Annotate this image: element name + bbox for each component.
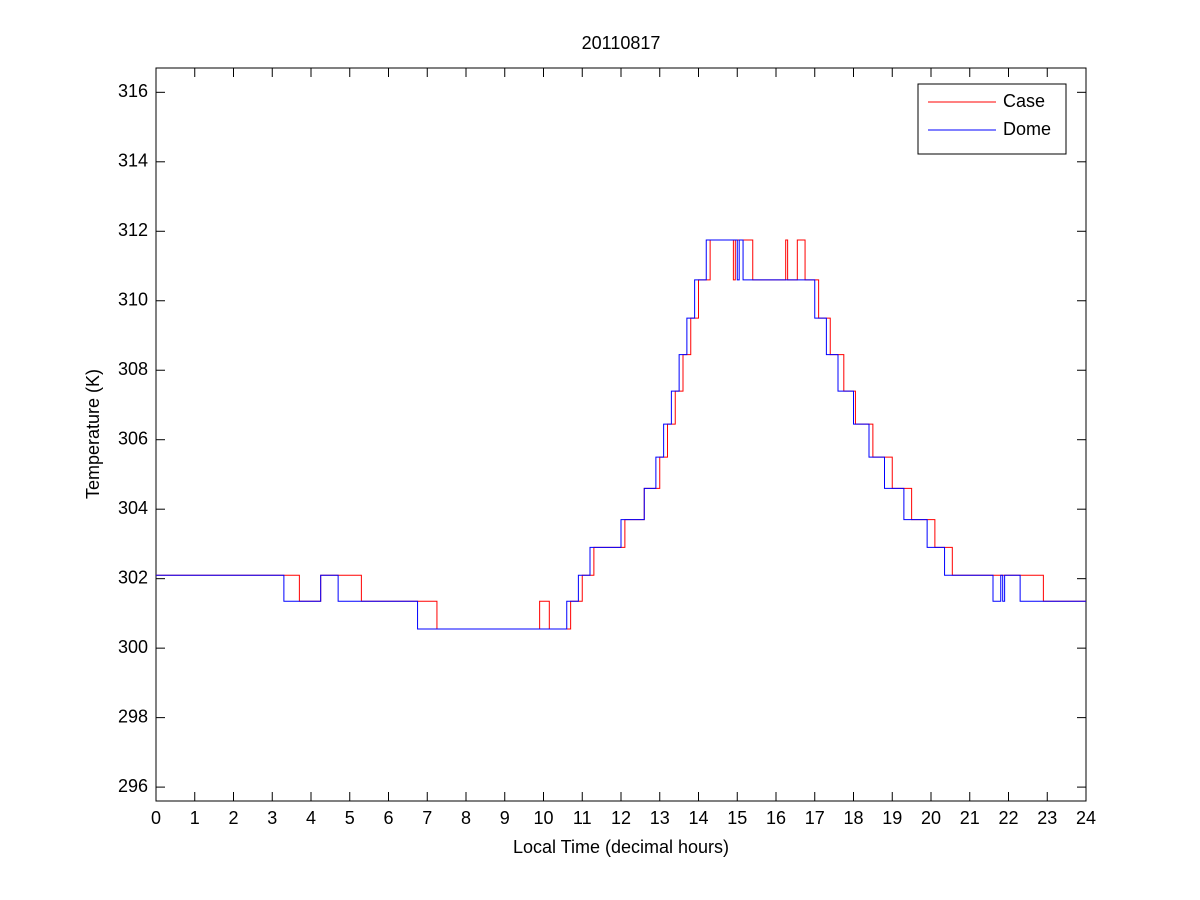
series-line <box>156 239 1086 630</box>
x-tick-label: 13 <box>650 808 670 828</box>
x-tick-label: 20 <box>921 808 941 828</box>
x-tick-label: 2 <box>228 808 238 828</box>
x-tick-label: 7 <box>422 808 432 828</box>
y-tick-label: 300 <box>118 637 148 657</box>
chart-title: 20110817 <box>582 33 661 53</box>
y-axis-label: Temperature (K) <box>83 369 103 499</box>
x-tick-label: 19 <box>882 808 902 828</box>
x-axis-label: Local Time (decimal hours) <box>513 837 729 857</box>
x-tick-label: 4 <box>306 808 316 828</box>
legend-box <box>917 83 1067 155</box>
x-tick-label: 1 <box>190 808 200 828</box>
y-tick-label: 316 <box>118 81 148 101</box>
x-tick-label: 11 <box>573 808 592 828</box>
y-tick-label: 308 <box>118 359 148 379</box>
x-tick-label: 5 <box>345 808 355 828</box>
y-tick-label: 310 <box>118 290 148 310</box>
x-tick-label: 17 <box>805 808 825 828</box>
y-tick-label: 302 <box>118 567 148 587</box>
y-tick-label: 314 <box>118 151 148 171</box>
legend-label: Dome <box>1003 119 1051 139</box>
x-tick-label: 12 <box>611 808 631 828</box>
x-tick-label: 24 <box>1076 808 1096 828</box>
x-tick-label: 0 <box>151 808 161 828</box>
x-tick-label: 15 <box>727 808 747 828</box>
x-tick-label: 16 <box>766 808 786 828</box>
y-tick-label: 312 <box>118 220 148 240</box>
x-tick-label: 8 <box>461 808 471 828</box>
x-tick-label: 9 <box>500 808 510 828</box>
x-tick-label: 18 <box>843 808 863 828</box>
x-tick-label: 23 <box>1037 808 1057 828</box>
legend-label: Case <box>1003 91 1045 111</box>
x-tick-label: 10 <box>533 808 553 828</box>
x-tick-label: 21 <box>960 808 980 828</box>
y-tick-label: 304 <box>118 498 148 518</box>
y-tick-label: 296 <box>118 776 148 796</box>
x-tick-label: 14 <box>688 808 708 828</box>
series-line <box>156 239 1086 630</box>
y-tick-label: 306 <box>118 428 148 448</box>
y-tick-label: 298 <box>118 706 148 726</box>
x-tick-label: 6 <box>383 808 393 828</box>
x-tick-label: 3 <box>267 808 277 828</box>
x-tick-label: 22 <box>998 808 1018 828</box>
